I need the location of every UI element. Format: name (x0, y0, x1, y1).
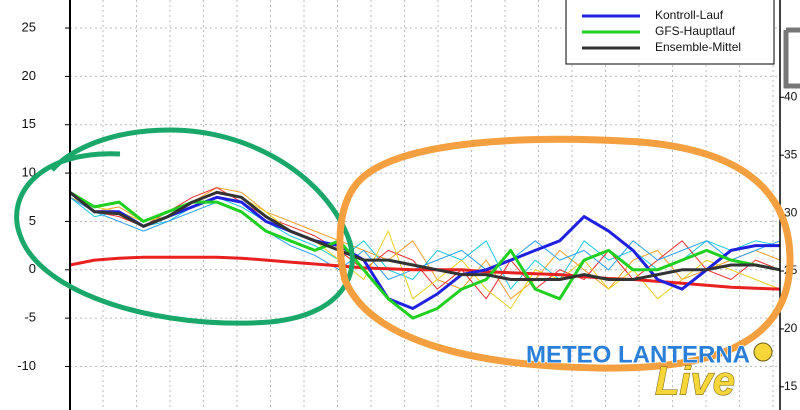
legend: Kontroll-Lauf GFS-Hauptlauf Ensemble-Mitte… (565, 0, 775, 65)
y-tick-label: -10 (17, 358, 36, 373)
member-line (69, 187, 781, 300)
y-tick-label: 0 (29, 261, 36, 276)
watermark-pin (753, 342, 773, 362)
y-tick-label: 5 (29, 213, 36, 228)
green-ellipse (14, 127, 355, 326)
y2-tick-label: 20 (784, 321, 798, 335)
y2-tick-label: 30 (784, 205, 798, 219)
y-tick-label: 20 (22, 68, 36, 83)
watermark-title: METEO LANTERNA (526, 341, 750, 368)
y2-tick-label: 15 (784, 379, 798, 393)
legend-label: Ensemble-Mittel (655, 40, 741, 54)
orange-ellipse (336, 135, 794, 372)
legend-label: GFS-Hauptlauf (655, 24, 736, 38)
member-line (69, 196, 781, 280)
y-tick-label: -5 (24, 310, 36, 325)
lines (69, 187, 781, 320)
series-line (69, 191, 780, 310)
series-line (69, 190, 781, 281)
legend-label: Kontroll-Lauf (655, 8, 724, 22)
y2-tick-label: 35 (784, 147, 798, 161)
side-bracket (783, 27, 800, 89)
y-tick-label: 10 (22, 165, 36, 180)
y-tick-label: 15 (22, 116, 36, 131)
watermark-subtitle: Live (655, 360, 735, 404)
y2-tick-label: 40 (784, 89, 798, 103)
y-tick-label: 25 (22, 19, 36, 34)
